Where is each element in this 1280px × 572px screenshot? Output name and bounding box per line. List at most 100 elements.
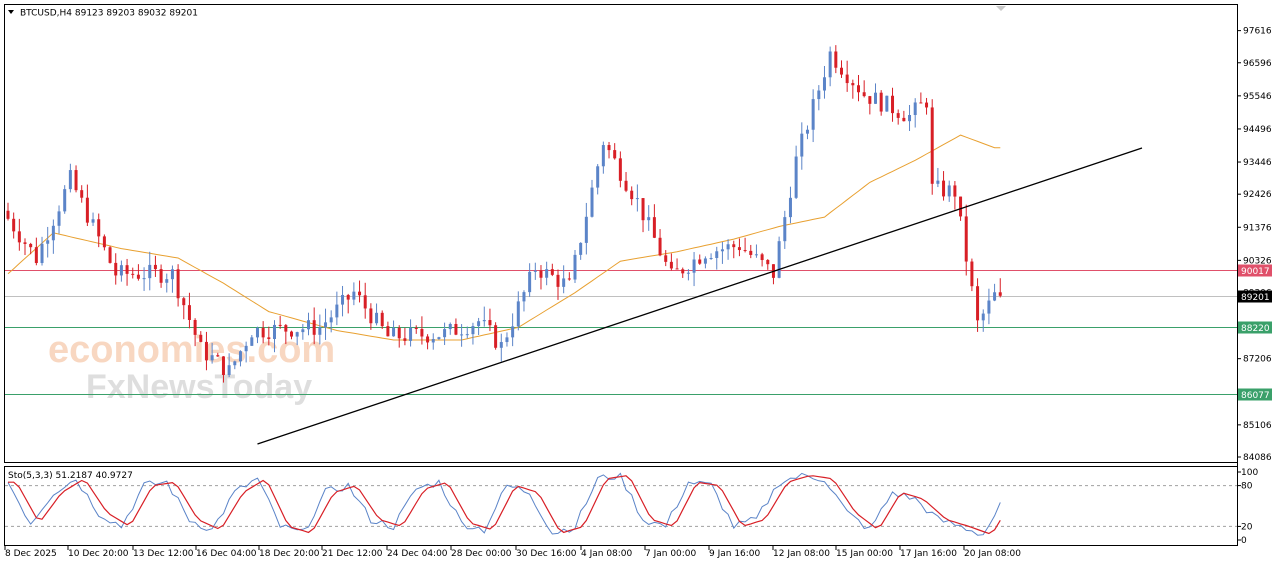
candle-body xyxy=(97,219,101,237)
candle-body xyxy=(358,291,362,296)
time-tick-label: 18 Dec 20:00 xyxy=(259,549,320,559)
candle-body xyxy=(170,269,174,280)
trendline-group[interactable] xyxy=(257,147,1143,445)
candle-body xyxy=(981,313,985,321)
candle-body xyxy=(255,327,259,338)
candle-body xyxy=(68,170,72,190)
candle-body xyxy=(454,323,458,335)
candle-body xyxy=(176,269,180,299)
candle-body xyxy=(635,198,639,200)
candle-body xyxy=(749,250,753,255)
price-tick-label: 96596 xyxy=(1243,59,1272,69)
candle-body xyxy=(131,273,135,275)
time-tick-label: 7 Jan 00:00 xyxy=(645,549,697,559)
candle-body xyxy=(23,242,27,244)
candle-body xyxy=(125,265,129,274)
candle-body xyxy=(545,269,549,278)
time-axis: 8 Dec 2025 10 Dec 20:00 13 Dec 12:00 16 Dec… xyxy=(4,546,1021,559)
candle-body xyxy=(562,278,566,287)
candle-body xyxy=(868,96,872,104)
price-line-label-bg xyxy=(1238,388,1272,401)
candle-body xyxy=(335,304,339,318)
candle-body xyxy=(40,243,44,264)
candle-body xyxy=(165,279,169,283)
candle-body xyxy=(414,327,418,329)
candle-body xyxy=(392,327,396,337)
candle-body xyxy=(426,336,430,343)
candle-body xyxy=(318,327,322,335)
candle-body xyxy=(233,361,237,366)
chart-shift-marker-icon[interactable] xyxy=(996,6,1006,11)
candle-body xyxy=(987,300,991,314)
candle-body xyxy=(57,211,61,226)
price-line-label: 86077 xyxy=(1241,391,1270,401)
candle-body xyxy=(817,90,821,100)
candle-body xyxy=(896,113,900,118)
candle-body xyxy=(698,259,702,264)
candle-body xyxy=(431,339,435,343)
candle-body xyxy=(46,240,50,244)
candle-body xyxy=(272,324,276,340)
candle-body xyxy=(641,198,645,221)
candle-body xyxy=(862,92,866,97)
trendline[interactable] xyxy=(257,147,1143,445)
time-tick-label: 9 Jan 16:00 xyxy=(709,549,761,559)
candle-body xyxy=(346,294,350,300)
price-line-label-bg xyxy=(1238,264,1272,277)
price-line-label-bg xyxy=(1238,321,1272,334)
candle-body xyxy=(250,337,254,346)
candle-body xyxy=(573,254,577,280)
candle-body xyxy=(369,308,373,324)
candle-body xyxy=(936,180,940,184)
time-tick-label: 21 Dec 12:00 xyxy=(322,549,383,559)
candle-body xyxy=(375,312,379,324)
moving-average xyxy=(7,134,1001,341)
candle-body xyxy=(6,210,10,219)
candle-body xyxy=(556,274,560,287)
candle-body xyxy=(85,197,89,223)
candle-body xyxy=(102,236,106,248)
candle-body xyxy=(964,216,968,262)
candle-body xyxy=(692,259,696,273)
candle-body xyxy=(380,312,384,327)
time-tick-label: 16 Dec 04:00 xyxy=(196,549,257,559)
candle-body xyxy=(324,322,328,328)
time-tick-label: 12 Jan 08:00 xyxy=(773,549,830,559)
candle-body xyxy=(528,271,532,293)
candle-body xyxy=(737,247,741,251)
candle-body xyxy=(51,225,55,241)
candle-body xyxy=(244,345,248,352)
candle-body xyxy=(709,257,713,259)
candle-body xyxy=(312,320,316,335)
symbol-dropdown-icon[interactable] xyxy=(8,10,14,14)
candle-body xyxy=(261,327,265,338)
candle-body xyxy=(488,320,492,326)
watermark-line2: FxNewsToday xyxy=(86,368,312,406)
candle-body xyxy=(720,249,724,252)
candle-body xyxy=(533,270,537,272)
candle-body xyxy=(788,197,792,218)
price-tick-label: 94496 xyxy=(1243,125,1272,135)
candle-body xyxy=(828,51,832,78)
candle-body xyxy=(278,324,282,326)
candle-body xyxy=(216,355,220,357)
candle-body xyxy=(199,334,203,342)
candle-body xyxy=(630,190,634,200)
candle-body xyxy=(726,244,730,250)
stoch-tick-label: 80 xyxy=(1241,482,1253,492)
candle-body xyxy=(80,190,84,198)
candle-body xyxy=(584,216,588,243)
candle-body xyxy=(953,185,957,197)
candle-body xyxy=(845,74,849,84)
horizontal-lines xyxy=(5,270,1237,395)
candle-body xyxy=(187,305,191,320)
watermark-line1: economies.com xyxy=(48,329,335,371)
time-tick-label: 17 Jan 16:00 xyxy=(900,549,957,559)
candle-body xyxy=(777,241,781,278)
candle-body xyxy=(658,237,662,256)
candle-body xyxy=(511,326,515,338)
candle-body xyxy=(596,166,600,188)
candle-body xyxy=(136,274,140,279)
candle-body xyxy=(681,269,685,274)
symbol-header: BTCUSD,H4 89123 89203 89032 89201 xyxy=(20,9,198,19)
